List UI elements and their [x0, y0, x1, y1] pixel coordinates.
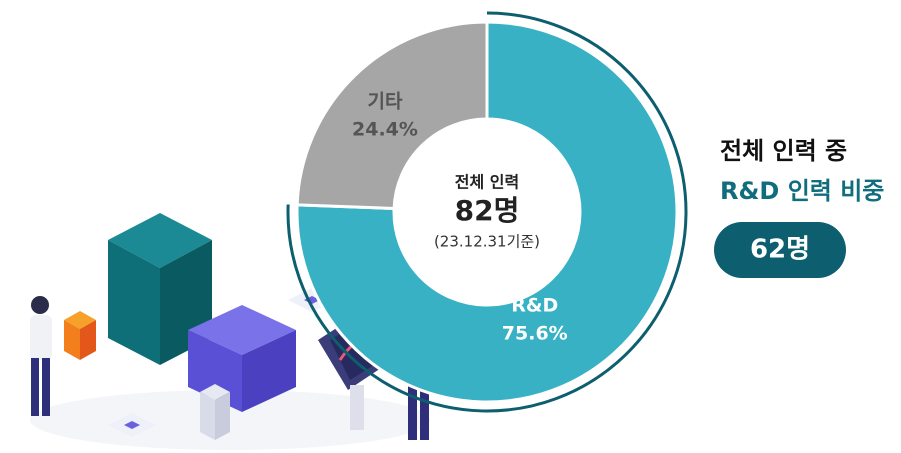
- slice-name: 기타: [367, 91, 402, 113]
- center-title: 전체 인력: [455, 173, 519, 192]
- slice-value: 75.6%: [502, 322, 568, 344]
- center-note: (23.12.31기준): [434, 233, 540, 251]
- highlight-arc: [286, 11, 688, 413]
- center-value: 82명: [455, 194, 520, 227]
- slice-name: R&D: [511, 294, 558, 316]
- donut-slice: [295, 20, 489, 211]
- donut-chart: [286, 11, 688, 413]
- donut-slice: [295, 20, 679, 404]
- summary-line2: R&D 인력 비중: [720, 177, 884, 205]
- summary-line1: 전체 인력 중: [720, 137, 847, 165]
- badge-text: 62명: [750, 235, 810, 265]
- badge: [714, 222, 846, 278]
- slice-value: 24.4%: [352, 119, 418, 141]
